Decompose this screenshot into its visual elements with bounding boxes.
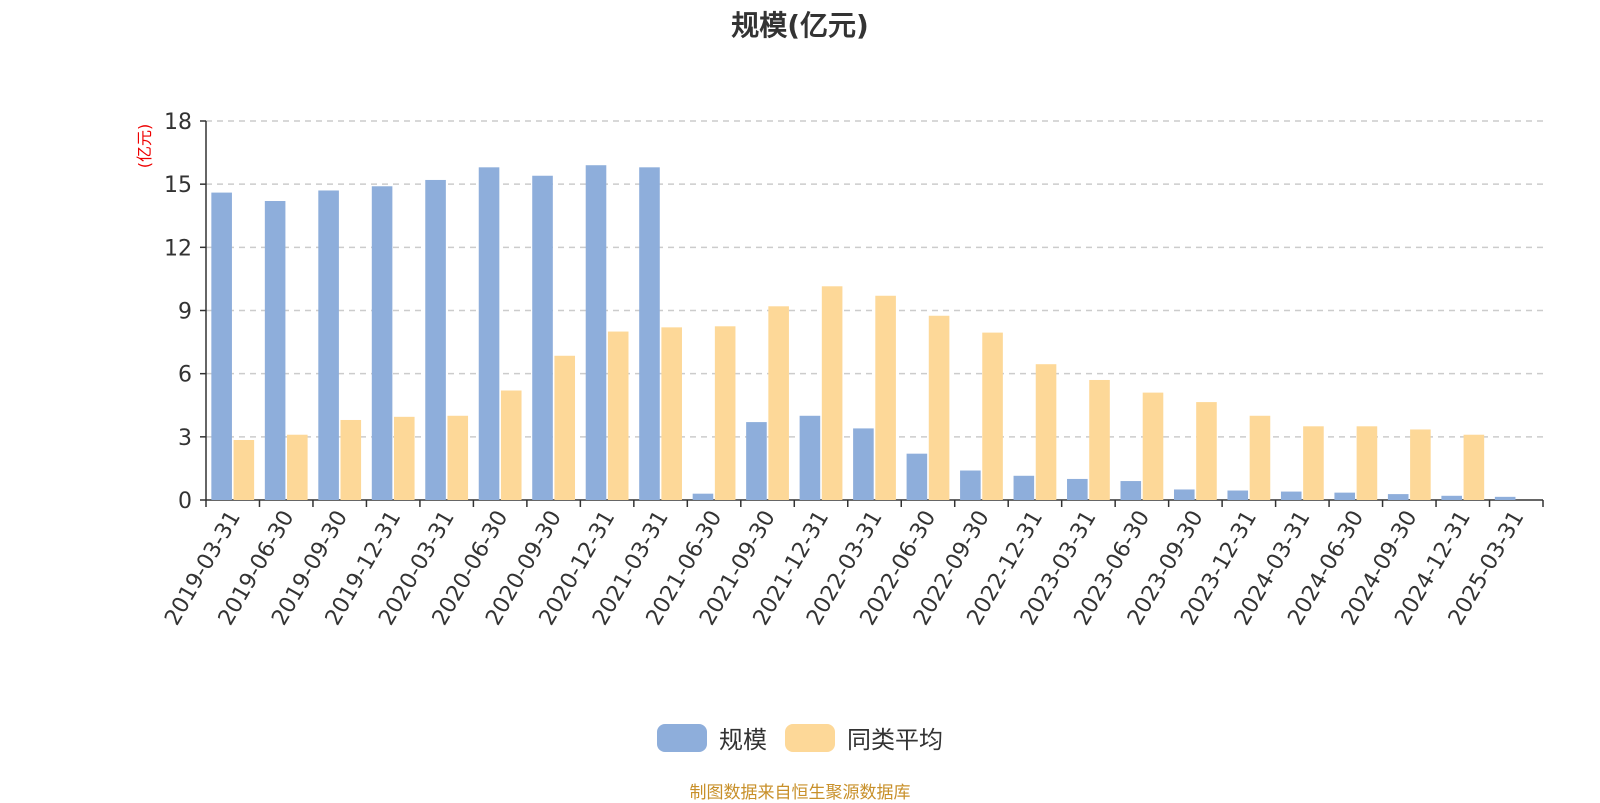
bar-peer-average — [287, 434, 308, 500]
y-tick-label: 3 — [178, 426, 192, 451]
y-tick-label: 0 — [178, 489, 192, 514]
y-tick-label: 12 — [164, 236, 192, 261]
legend-item-peer-average[interactable]: 同类平均 — [785, 720, 943, 755]
bar-peer-average — [714, 326, 736, 500]
legend-swatch-peer-average — [785, 723, 835, 752]
y-tick-label: 18 — [164, 110, 192, 135]
bar-scale — [799, 415, 821, 500]
bar-peer-average — [233, 439, 255, 500]
bar-scale — [1441, 495, 1462, 500]
bar-scale — [1067, 478, 1088, 500]
bar-scale — [264, 201, 286, 500]
legend-swatch-scale — [657, 723, 707, 752]
bar-scale — [585, 165, 607, 500]
y-tick-label: 6 — [178, 363, 192, 388]
y-axis-label: (亿元) — [135, 124, 154, 169]
bar-scale — [1280, 491, 1302, 500]
bar-scale — [960, 470, 981, 500]
bar-scale — [906, 453, 928, 500]
bar-peer-average — [447, 415, 469, 500]
bar-scale — [1013, 475, 1035, 500]
bar-peer-average — [1035, 364, 1057, 500]
bar-peer-average — [1196, 402, 1217, 500]
bar-scale — [371, 186, 393, 500]
bar-scale — [1120, 481, 1142, 500]
bar-peer-average — [1410, 429, 1431, 500]
bar-scale — [1334, 492, 1356, 500]
bar-scale — [1227, 490, 1249, 500]
bar-peer-average — [1142, 392, 1164, 500]
legend-label-scale: 规模 — [719, 726, 767, 754]
data-source-note: 制图数据来自恒生聚源数据库 — [689, 783, 911, 803]
bar-peer-average — [1303, 426, 1324, 500]
bar-scale — [211, 192, 232, 501]
bar-peer-average — [928, 315, 950, 500]
bar-scale — [1173, 489, 1195, 500]
bar-peer-average — [607, 331, 629, 500]
y-tick-label: 15 — [164, 173, 192, 198]
bar-peer-average — [554, 355, 576, 500]
chart-title: 规模(亿元) — [731, 9, 869, 42]
bar-peer-average — [393, 416, 415, 500]
bar-scale — [1494, 496, 1516, 500]
bar-peer-average — [1089, 379, 1110, 500]
bar-scale — [532, 175, 553, 500]
bar-peer-average — [661, 327, 682, 500]
bar-peer-average — [500, 390, 522, 500]
bar-peer-average — [1356, 426, 1378, 500]
bar-peer-average — [1249, 415, 1271, 500]
bar-peer-average — [875, 295, 896, 500]
legend-label-peer-average: 同类平均 — [847, 726, 943, 754]
bar-scale — [425, 179, 446, 500]
y-tick-label: 9 — [178, 300, 192, 325]
bar-scale — [639, 167, 660, 501]
bar-peer-average — [982, 332, 1003, 500]
bar-scale — [746, 422, 767, 500]
bar-scale — [1387, 494, 1409, 500]
bar-scale — [478, 167, 500, 501]
bar-scale — [692, 493, 714, 500]
bar-peer-average — [340, 419, 362, 500]
bar-peer-average — [768, 306, 789, 500]
bar-peer-average — [1463, 434, 1485, 500]
bar-scale — [318, 190, 339, 500]
bar-peer-average — [821, 286, 843, 500]
bar-scale — [853, 428, 874, 500]
legend-item-scale[interactable]: 规模 — [657, 720, 767, 755]
chart-legend[interactable]: 规模 同类平均 — [0, 720, 1600, 755]
